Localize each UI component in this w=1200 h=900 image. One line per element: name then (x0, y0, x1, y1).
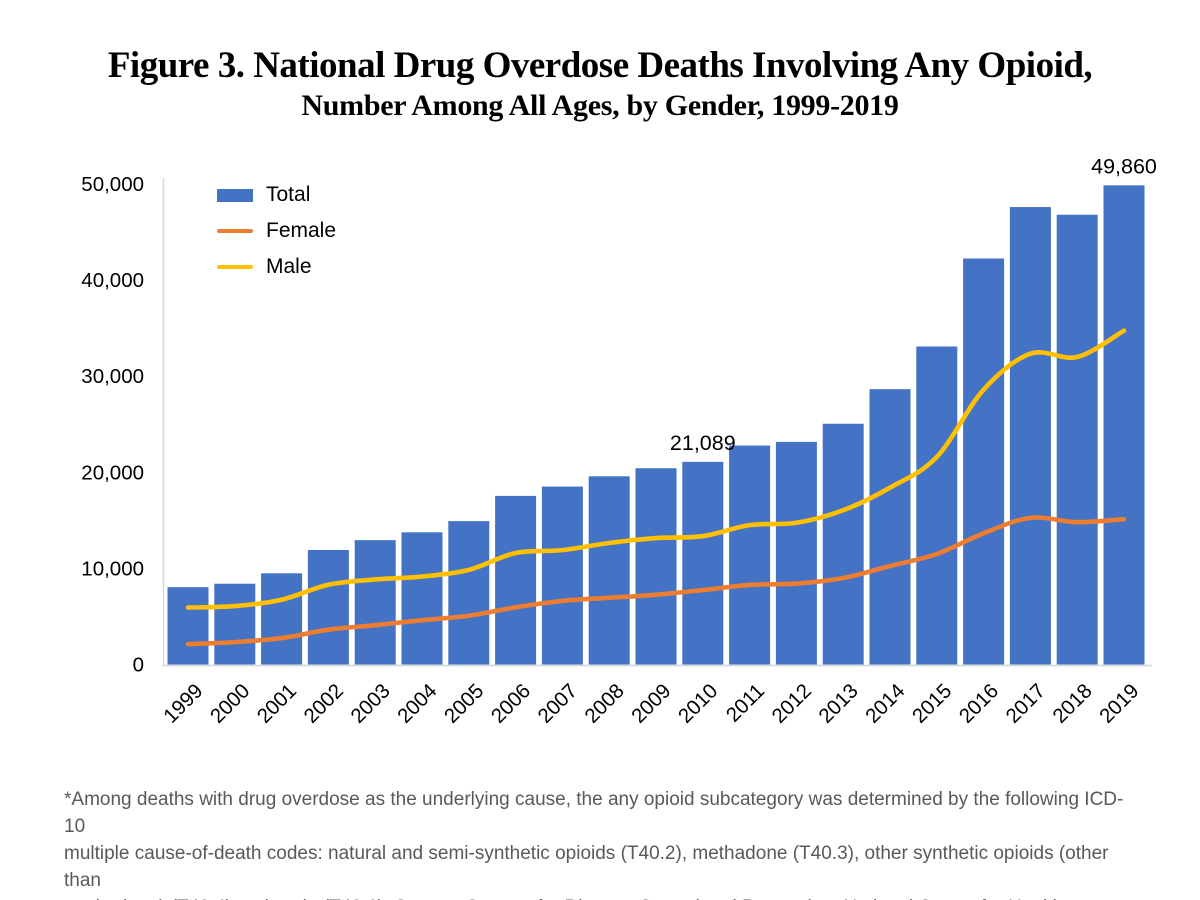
xtick-2004: 2004 (393, 679, 442, 728)
bar-2011 (729, 445, 771, 665)
bar-2013 (822, 423, 864, 665)
bar-2005 (448, 521, 490, 665)
male-swatch-line-icon (217, 264, 253, 270)
xtick-2017: 2017 (1001, 679, 1050, 728)
xtick-2010: 2010 (674, 679, 723, 728)
female-line (185, 515, 1127, 647)
legend-item-female: Female (217, 213, 336, 249)
legend-label-female: Female (266, 219, 337, 242)
legend-label-male: Male (266, 255, 312, 278)
xtick-2009: 2009 (627, 679, 676, 728)
footnote-line-3: methadone) (T40.4), or heroin (T40.1). S… (64, 894, 1142, 900)
xtick-1999: 1999 (159, 679, 208, 728)
xtick-2011: 2011 (722, 679, 769, 726)
bar-2007 (541, 486, 583, 665)
xtick-2007: 2007 (533, 679, 582, 728)
xtick-2008: 2008 (580, 679, 629, 728)
ytick-20000: 20,000 (81, 461, 144, 484)
ytick-50000: 50,000 (81, 173, 144, 196)
footnote-line-1: *Among deaths with drug overdose as the … (64, 789, 1124, 837)
ytick-30000: 30,000 (81, 365, 144, 388)
bar-2018 (1056, 214, 1098, 665)
legend-item-male: Male (217, 249, 336, 285)
xtick-2013: 2013 (814, 679, 863, 728)
legend: Total Female Male (217, 177, 336, 285)
xtick-2015: 2015 (908, 679, 957, 728)
ytick-0: 0 (133, 654, 144, 677)
bar-2004 (401, 532, 443, 665)
xtick-2018: 2018 (1048, 679, 1097, 728)
xtick-2001: 2001 (253, 679, 302, 728)
bar-2000 (214, 583, 256, 665)
bar-2008 (588, 476, 630, 665)
legend-label-total: Total (266, 183, 311, 206)
data-label-2010: 21,089 (670, 431, 736, 455)
bar-2017 (1009, 207, 1051, 665)
figure-title-block: Figure 3. National Drug Overdose Deaths … (0, 44, 1200, 124)
figure-subtitle: Number Among All Ages, by Gender, 1999-2… (301, 89, 899, 122)
bar-2014 (869, 389, 911, 665)
bar-2009 (635, 468, 677, 665)
legend-item-total: Total (217, 177, 336, 213)
bar-2010 (682, 461, 724, 665)
bar-2001 (261, 573, 303, 665)
xtick-2003: 2003 (346, 679, 395, 728)
xtick-2012: 2012 (767, 679, 816, 728)
footnote: *Among deaths with drug overdose as the … (64, 786, 1142, 900)
bar-2003 (354, 540, 396, 665)
xtick-2016: 2016 (955, 679, 1004, 728)
bar-2002 (307, 549, 349, 665)
ytick-10000: 10,000 (81, 557, 144, 580)
xtick-2002: 2002 (299, 679, 348, 728)
xtick-2006: 2006 (487, 679, 536, 728)
xtick-2019: 2019 (1095, 679, 1144, 728)
data-label-2019: 49,860 (1091, 154, 1157, 178)
footnote-line-2: multiple cause-of-death codes: natural a… (64, 843, 1109, 891)
male-line (185, 328, 1127, 610)
figure-title: Figure 3. National Drug Overdose Deaths … (107, 45, 1093, 86)
bar-2016 (963, 258, 1005, 665)
xtick-2014: 2014 (861, 679, 910, 728)
xtick-2000: 2000 (206, 679, 255, 728)
bar-2015 (916, 346, 958, 665)
bar-2012 (775, 441, 817, 665)
bar-2019 (1103, 185, 1145, 665)
female-swatch-line-icon (217, 228, 253, 234)
bar-1999 (167, 587, 209, 665)
total-swatch-icon (217, 188, 253, 202)
xtick-2005: 2005 (440, 679, 489, 728)
ytick-40000: 40,000 (81, 269, 144, 292)
bar-2006 (495, 495, 537, 665)
